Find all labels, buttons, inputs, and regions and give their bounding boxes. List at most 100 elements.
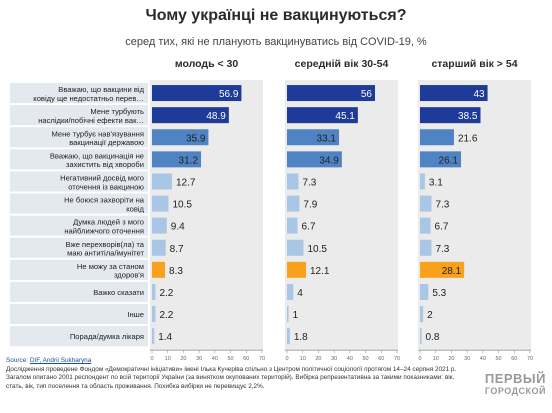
bar — [287, 283, 294, 300]
category-label-bg — [10, 83, 148, 104]
series-header: середній вік 30-54 — [295, 58, 389, 70]
bar — [287, 151, 342, 168]
series-header: молодь < 30 — [175, 58, 239, 70]
data-label: 2 — [427, 310, 433, 321]
x-tick-label: 20 — [180, 356, 186, 362]
bar — [420, 151, 462, 168]
data-label: 2.2 — [159, 288, 173, 299]
data-label: 3.1 — [429, 177, 443, 188]
category-label-bg — [10, 127, 148, 148]
bar — [420, 173, 425, 190]
x-tick-label: 70 — [394, 356, 400, 362]
x-tick-label: 40 — [212, 356, 218, 362]
data-label: 43 — [473, 89, 485, 100]
category-label: Не можу за станом здоров'я — [77, 262, 144, 280]
category-label-bg — [10, 259, 148, 280]
category-label: Мене турбує нав'язування вакцинації держа… — [51, 129, 144, 147]
x-tick-label: 50 — [228, 356, 234, 362]
panel-background — [150, 80, 263, 351]
data-label: 26.1 — [439, 155, 459, 166]
data-label: 28.1 — [442, 266, 462, 277]
bar — [152, 129, 209, 146]
category-label-bg — [10, 215, 148, 236]
bar — [152, 283, 156, 300]
data-label: 1 — [293, 310, 299, 321]
x-tick-label: 70 — [527, 356, 533, 362]
data-label: 0.8 — [426, 332, 440, 343]
panel-background — [285, 80, 398, 351]
footer: Source: DIF, Andrii Sukharyna Дослідженн… — [6, 357, 546, 391]
data-label: 33.1 — [317, 133, 337, 144]
bar — [152, 85, 242, 102]
data-label: 1.4 — [158, 332, 172, 343]
bar — [152, 261, 166, 278]
bar — [152, 217, 167, 234]
data-label: 2.2 — [159, 310, 173, 321]
bar — [420, 217, 431, 234]
methodology-line-2: Загалом опитано 2001 респондент по всій … — [6, 374, 455, 382]
bar — [152, 173, 172, 190]
category-label: Негативний досвід мого оточення із вакцин… — [60, 173, 144, 191]
category-label: Вважаю, що вакцини від ковіду ще недостат… — [33, 85, 144, 103]
data-label: 4 — [297, 288, 303, 299]
bar — [287, 129, 340, 146]
x-tick-label: 10 — [433, 356, 439, 362]
x-tick-label: 30 — [331, 356, 337, 362]
category-label-bg — [10, 281, 148, 302]
bar — [420, 283, 429, 300]
category-label: Вважаю, що вакцинація не захистить від хв… — [50, 151, 144, 169]
x-tick-label: 60 — [378, 356, 384, 362]
data-label: 45.1 — [335, 111, 355, 122]
x-tick-label: 30 — [464, 356, 470, 362]
chart-subtitle: серед тих, які не планують вакцинуватись… — [125, 36, 427, 48]
x-tick-label: 60 — [511, 356, 517, 362]
category-label: Думка людей з мого найближчого оточення — [64, 218, 144, 236]
data-label: 38.5 — [458, 111, 478, 122]
data-label: 10.5 — [173, 200, 193, 211]
data-label: 48.9 — [206, 111, 226, 122]
data-label: 34.9 — [319, 155, 339, 166]
bar — [287, 195, 300, 212]
bar — [152, 328, 155, 345]
category-label: Порада/думка лікаря — [70, 332, 144, 341]
bar — [287, 173, 299, 190]
data-label: 56.9 — [219, 89, 239, 100]
data-label: 21.6 — [458, 133, 478, 144]
x-tick-label: 70 — [259, 356, 265, 362]
data-label: 35.9 — [186, 133, 206, 144]
x-tick-label: 40 — [480, 356, 486, 362]
bar — [152, 239, 166, 256]
bar — [420, 261, 465, 278]
category-label-bg — [10, 171, 148, 192]
category-label-bg — [10, 237, 148, 258]
x-tick-label: 20 — [315, 356, 321, 362]
x-tick-label: 0 — [418, 356, 421, 362]
bar — [420, 306, 424, 323]
x-tick-label: 0 — [285, 356, 288, 362]
category-label: Важко сказати — [93, 288, 144, 297]
methodology-line-1: Дослідження проведене Фондом «Демократич… — [6, 365, 457, 373]
series-header: старший вік > 54 — [431, 58, 517, 70]
category-label: Не боюся захворіти на ковід — [64, 196, 145, 214]
source-links[interactable]: DIF, Andrii Sukharyna — [29, 357, 92, 364]
x-tick-label: 60 — [243, 356, 249, 362]
data-label: 31.2 — [179, 155, 199, 166]
source-line: Source: DIF, Andrii Sukharyna — [6, 357, 546, 366]
bar — [287, 239, 304, 256]
bar — [287, 306, 289, 323]
bar — [287, 107, 358, 124]
data-label: 12.7 — [176, 177, 196, 188]
category-label-bg — [10, 149, 148, 170]
x-tick-label: 10 — [300, 356, 306, 362]
bar — [152, 151, 202, 168]
category-label: Мене турбують наслідки/побічні ефекти вак… — [38, 107, 144, 125]
data-label: 8.7 — [170, 244, 184, 255]
source-label: Source: — [6, 357, 29, 364]
bar — [152, 195, 169, 212]
x-tick-label: 50 — [496, 356, 502, 362]
category-label-bg — [10, 326, 148, 347]
bar — [420, 107, 481, 124]
data-label: 6.7 — [435, 222, 449, 233]
bar — [420, 195, 432, 212]
